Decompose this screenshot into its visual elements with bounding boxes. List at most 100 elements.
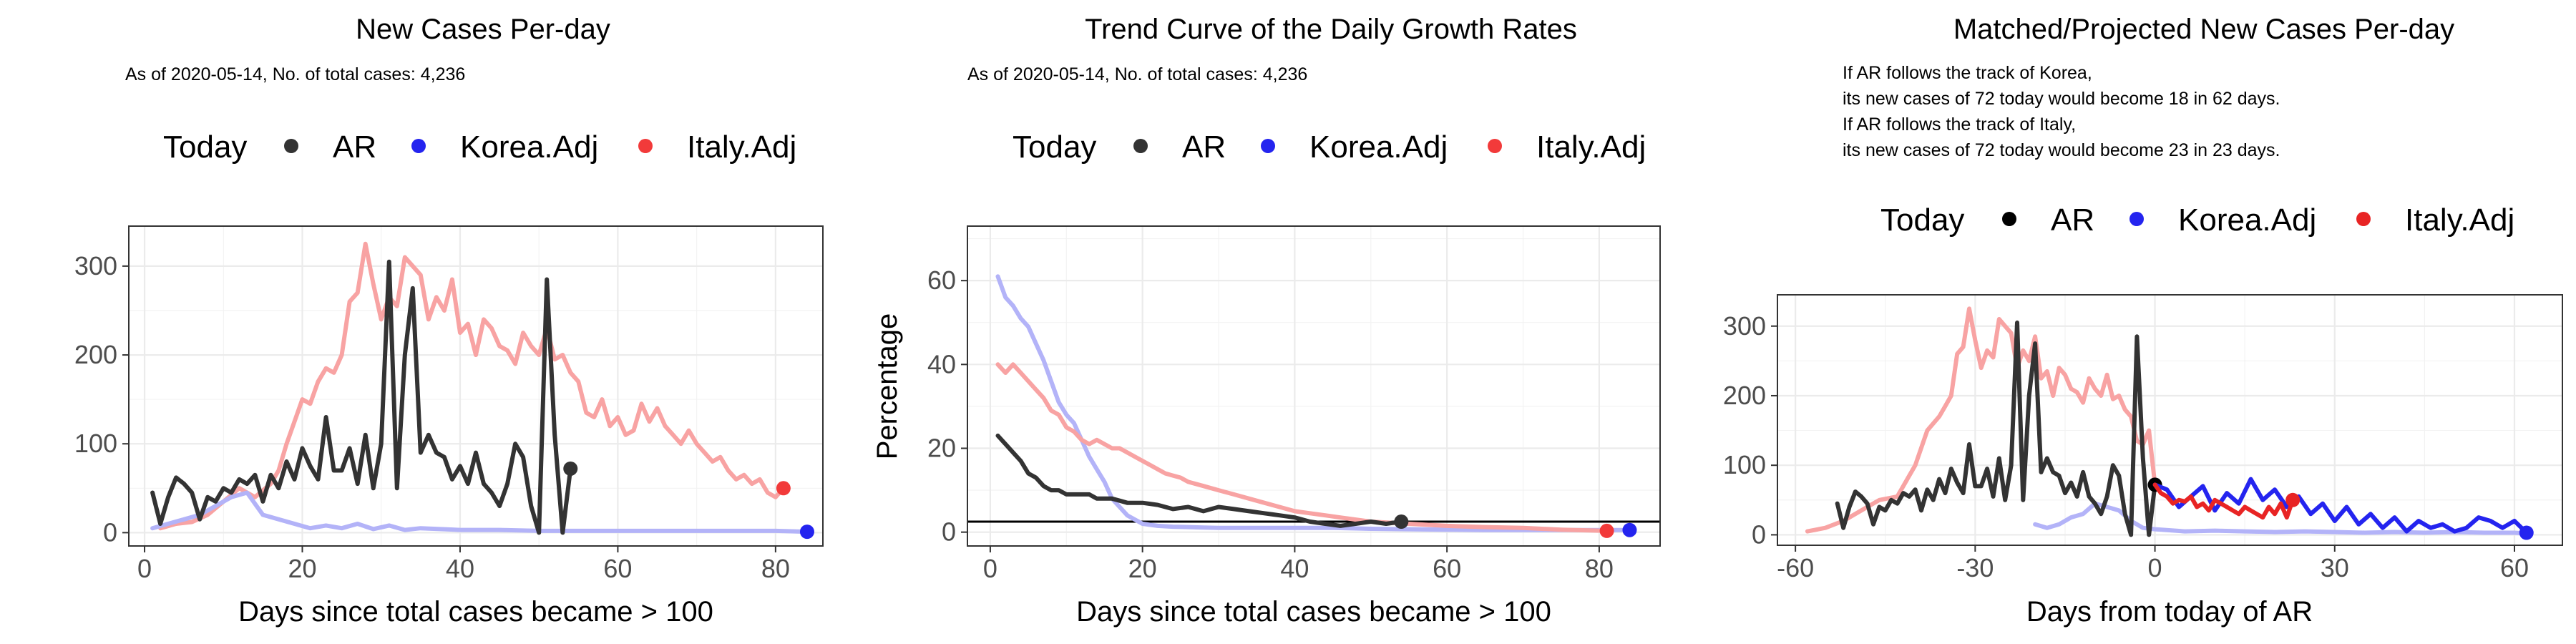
y-tick-label: 0 [942, 517, 956, 547]
x-tick-label: 60 [603, 554, 632, 583]
today-point-korea-adj-projected [2519, 525, 2534, 540]
x-axis: 0 20 40 60 80 [983, 546, 1614, 583]
y-tick-label: 60 [927, 265, 956, 295]
grid [967, 226, 1660, 546]
y-tick-label: 200 [1723, 381, 1766, 410]
legend-label-korea: Korea.Adj [460, 130, 598, 165]
x-tick-label: 20 [1128, 554, 1157, 583]
y-tick-label: 300 [1723, 311, 1766, 341]
legend-key-italy [638, 139, 653, 153]
legend-title: Today [163, 130, 247, 165]
chart-panel-projected: Matched/Projected New Cases Per-day If A… [1723, 14, 2563, 628]
chart-panel-new-cases: New Cases Per-day As of 2020-05-14, No. … [74, 14, 824, 628]
y-tick-label: 200 [74, 340, 117, 369]
legend-label-italy: Italy.Adj [2405, 203, 2514, 238]
today-point-italy-adj [776, 481, 791, 496]
y-tick-label: 0 [103, 517, 117, 547]
y-axis: 0 20 40 60 [927, 265, 967, 547]
y-tick-label: 300 [74, 251, 117, 280]
series-line-korea-adj [150, 490, 809, 535]
x-tick-label: 40 [1280, 554, 1309, 583]
grid [1777, 295, 2562, 545]
chart-title: New Cases Per-day [356, 14, 610, 45]
panel-border [967, 225, 1661, 547]
legend-key-italy [2356, 212, 2371, 226]
series-line-italy-adj-projected [2152, 482, 2296, 520]
y-axis: 0 100 200 300 [1723, 311, 1777, 549]
x-tick-label: 60 [2500, 553, 2529, 582]
panel-border [128, 225, 824, 547]
chart-subtitle: As of 2020-05-14, No. of total cases: 4,… [125, 64, 465, 84]
x-tick-label: -60 [1777, 553, 1814, 582]
y-tick-label: 100 [74, 429, 117, 458]
x-tick-label: 80 [761, 554, 790, 583]
today-point-korea-adj [799, 525, 814, 540]
x-tick-label: 40 [446, 554, 474, 583]
x-tick-label: 0 [2148, 553, 2162, 582]
chart-subtitle-line-2: its new cases of 72 today would become 1… [1843, 89, 2280, 109]
x-tick-label: 0 [137, 554, 152, 583]
legend-label-ar: AR [1182, 130, 1226, 165]
chart-title: Matched/Projected New Cases Per-day [1953, 14, 2454, 45]
chart-subtitle: As of 2020-05-14, No. of total cases: 4,… [967, 64, 1307, 84]
chart-subtitle-line-1: If AR follows the track of Korea, [1843, 63, 2092, 83]
series-line-korea-adj-projected [2152, 477, 2529, 535]
x-tick-label: 30 [2321, 553, 2349, 582]
legend-label-korea: Korea.Adj [1309, 130, 1448, 165]
legend-label-italy: Italy.Adj [1536, 130, 1646, 165]
y-tick-label: 0 [1752, 519, 1766, 549]
grid [129, 226, 823, 546]
series-line-ar [1835, 320, 2157, 537]
legend-key-italy [1488, 139, 1502, 153]
legend-title: Today [1013, 130, 1096, 165]
x-axis-title: Days since total cases became > 100 [1076, 596, 1551, 628]
legend-label-italy: Italy.Adj [687, 130, 796, 165]
series-layer [995, 274, 1637, 538]
legend: Today AR Korea.Adj Italy.Adj [1880, 203, 2514, 238]
series-line-italy-adj [158, 241, 786, 531]
y-tick-label: 40 [927, 349, 956, 379]
today-point-korea-adj [1622, 522, 1637, 537]
legend-key-korea [2129, 212, 2144, 226]
series-line-korea-adj [995, 274, 1632, 532]
legend: Today AR Korea.Adj Italy.Adj [163, 130, 796, 165]
series-line-ar [995, 433, 1404, 528]
legend: Today AR Korea.Adj Italy.Adj [1013, 130, 1646, 165]
today-point-italy-adj [1599, 523, 1614, 538]
x-axis: 0 20 40 60 80 [137, 546, 790, 583]
x-axis-title: Days since total cases became > 100 [238, 596, 713, 628]
series-layer [1805, 306, 2534, 540]
series-line-italy-adj-matched [1805, 306, 2157, 534]
x-tick-label: 20 [288, 554, 316, 583]
chart-subtitle-line-3: If AR follows the track of Italy, [1843, 114, 2076, 135]
x-tick-label: 0 [983, 554, 997, 583]
legend-key-korea [411, 139, 426, 153]
legend-key-ar [2002, 212, 2016, 226]
legend-label-korea: Korea.Adj [2178, 203, 2316, 238]
plot-panel [1777, 294, 2563, 546]
series-line-korea-adj-matched [2033, 501, 2529, 536]
chart-title: Trend Curve of the Daily Growth Rates [1085, 14, 1577, 45]
legend-key-ar [284, 139, 298, 153]
series-layer [150, 241, 814, 540]
y-axis: 0 100 200 300 [74, 251, 129, 547]
x-tick-label: -30 [1956, 553, 1994, 582]
today-point-ar [1394, 514, 1409, 530]
x-tick-label: 60 [1433, 554, 1461, 583]
today-point-ar [563, 461, 578, 476]
legend-key-korea [1261, 139, 1275, 153]
chart-subtitle-line-4: its new cases of 72 today would become 2… [1843, 140, 2280, 160]
series-line-ar [150, 259, 573, 535]
legend-label-ar: AR [2051, 203, 2094, 238]
y-axis-title: Percentage [872, 313, 903, 460]
x-tick-label: 80 [1585, 554, 1614, 583]
x-axis-title: Days from today of AR [2026, 596, 2313, 628]
legend-label-ar: AR [333, 130, 376, 165]
y-tick-label: 100 [1723, 450, 1766, 479]
legend-key-ar [1133, 139, 1148, 153]
x-axis: -60 -30 0 30 60 [1777, 545, 2529, 582]
chart-panel-growth-rates: Trend Curve of the Daily Growth Rates As… [872, 14, 1661, 628]
y-tick-label: 20 [927, 433, 956, 462]
plot-panel [967, 225, 1661, 547]
